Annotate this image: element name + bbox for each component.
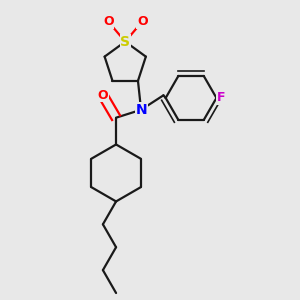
Text: O: O [98,89,108,102]
Text: O: O [137,15,148,28]
Text: N: N [135,103,147,117]
Text: O: O [103,15,113,28]
Text: S: S [120,34,130,49]
Text: F: F [217,92,225,104]
